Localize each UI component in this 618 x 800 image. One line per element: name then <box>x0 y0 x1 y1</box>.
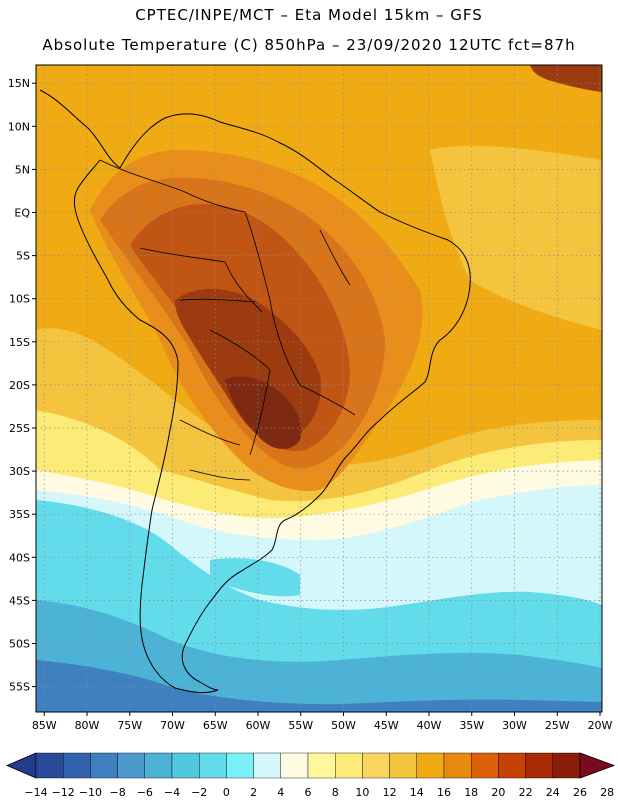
lon-label: 65W <box>203 719 228 732</box>
lon-label: 40W <box>417 719 442 732</box>
country-borders <box>99 159 356 481</box>
colorbar-high-arrow <box>579 752 616 779</box>
lon-label: 60W <box>246 719 271 732</box>
colorbar-swatch <box>63 752 91 779</box>
blue-band <box>36 660 602 712</box>
colorbar-swatch <box>416 752 445 779</box>
colorbar-label: −10 <box>79 786 102 799</box>
colorbar-swatch <box>552 752 581 779</box>
colorbar-swatch <box>117 752 145 779</box>
lon-label: 20W <box>588 719 613 732</box>
lon-label: 25W <box>545 719 570 732</box>
color-scale-bar <box>5 752 616 779</box>
colorbar-label: −12 <box>52 786 75 799</box>
coastline <box>39 89 471 694</box>
lat-label: 10N <box>8 120 30 133</box>
colorbar-label: 22 <box>519 786 533 799</box>
lat-label: 55S <box>9 681 30 694</box>
lon-label: 30W <box>502 719 527 732</box>
colorbar-label: −4 <box>164 786 180 799</box>
colorbar-swatch <box>498 752 526 779</box>
map-title-line-1: CPTEC/INPE/MCT – Eta Model 15km – GFS <box>135 6 483 24</box>
colorbar-low-arrow <box>5 752 37 779</box>
colorbar-label: 8 <box>332 786 339 799</box>
lat-label: 45S <box>9 594 30 607</box>
colorbar-swatch <box>443 752 472 779</box>
lon-label: 70W <box>160 719 185 732</box>
lat-label: 15S <box>9 336 30 349</box>
colorbar-label: −14 <box>24 786 47 799</box>
latitude-labels: 15N 10N 5N EQ 5S 10S 15S 20S 25S 30S 35S 40S 45S 50S 5… <box>8 77 31 693</box>
lat-label: 30S <box>9 465 30 478</box>
colorbar-swatch <box>90 752 118 779</box>
colorbar-label: −2 <box>191 786 207 799</box>
colorbar-label: 0 <box>223 786 230 799</box>
lat-label: 10S <box>9 293 30 306</box>
lon-label: 85W <box>32 719 57 732</box>
colorbar-label: 14 <box>410 786 424 799</box>
colorbar-swatch <box>226 752 254 779</box>
lon-label: 35W <box>459 719 484 732</box>
colorbar-label: 18 <box>464 786 478 799</box>
lon-label: 45W <box>374 719 399 732</box>
color-scale-labels: −14 −12 −10 −8 −6 −4 −2 0 2 4 6 8 10 12 14 16 18 20 22 24 26… <box>24 786 614 799</box>
lat-label: 35S <box>9 508 30 521</box>
colorbar-swatch <box>362 752 390 779</box>
colorbar-label: 4 <box>277 786 284 799</box>
lat-label: 50S <box>9 638 30 651</box>
colorbar-swatch <box>253 752 282 779</box>
colorbar-swatch <box>198 752 227 779</box>
lon-label: 55W <box>288 719 313 732</box>
colorbar-label: 2 <box>250 786 257 799</box>
very-hot-band <box>225 376 302 449</box>
map-title-line-2: Absolute Temperature (C) 850hPa – 23/09/… <box>42 36 576 54</box>
temperature-field <box>36 65 602 712</box>
colorbar-label: 26 <box>573 786 587 799</box>
northeast-hot-corner <box>530 65 602 92</box>
colorbar-swatch <box>525 752 553 779</box>
colorbar-swatch <box>144 752 173 779</box>
colorbar-label: −6 <box>137 786 153 799</box>
lon-label: 50W <box>331 719 356 732</box>
colorbar-label: 28 <box>600 786 614 799</box>
map-border <box>35 64 603 713</box>
lon-label: 75W <box>117 719 142 732</box>
colorbar-label: 20 <box>491 786 505 799</box>
longitude-labels: 85W 80W 75W 70W 65W 60W 55W 50W 45W 40W 35W 30W 25W 2… <box>32 719 613 732</box>
colorbar-label: 24 <box>546 786 560 799</box>
lat-label: 15N <box>8 77 30 90</box>
teal-band <box>36 600 602 712</box>
lat-label: 25S <box>9 422 30 435</box>
colorbar-swatch <box>171 752 200 779</box>
axis-ticks <box>32 82 601 716</box>
colorbar-label: 6 <box>305 786 312 799</box>
colorbar-label: 10 <box>355 786 369 799</box>
colorbar-swatch <box>280 752 309 779</box>
lat-label: 40S <box>9 551 30 564</box>
lon-label: 80W <box>75 719 100 732</box>
colorbar-label: −8 <box>109 786 125 799</box>
colorbar-swatch <box>35 752 64 779</box>
colorbar-swatch <box>389 752 418 779</box>
colorbar-swatch <box>471 752 499 779</box>
lat-label: 5S <box>16 250 30 263</box>
colorbar-label: 12 <box>383 786 397 799</box>
lat-label: 5N <box>15 163 30 176</box>
colorbar-swatch <box>307 752 336 779</box>
colorbar-swatch <box>335 752 363 779</box>
colorbar-label: 16 <box>437 786 451 799</box>
lat-label: 20S <box>9 379 30 392</box>
lat-label: EQ <box>14 207 30 220</box>
